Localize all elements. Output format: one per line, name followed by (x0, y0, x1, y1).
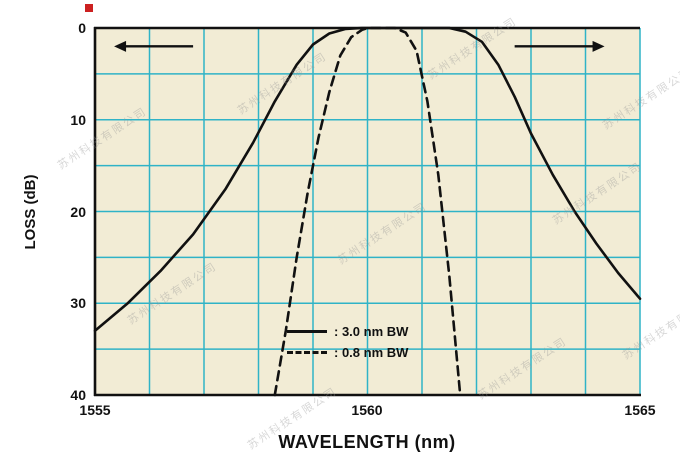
legend-item-dashed: : 0.8 nm BW (287, 342, 408, 363)
arrow-head-right (592, 40, 605, 52)
dashed-line-sample (287, 351, 327, 354)
y-tick-30: 30 (70, 295, 86, 311)
x-axis-title: WAVELENGTH (nm) (278, 432, 456, 452)
y-tick-10: 10 (70, 112, 86, 128)
legend-label-solid: : 3.0 nm BW (334, 324, 409, 339)
x-tick-1555: 1555 (79, 402, 111, 418)
x-tick-1560: 1560 (351, 402, 383, 418)
legend-item-solid: : 3.0 nm BW (287, 321, 408, 342)
y-axis-title: LOSS (dB) (22, 174, 39, 250)
y-tick-40: 40 (70, 387, 86, 403)
y-tick-20: 20 (70, 204, 86, 220)
legend-label-dashed: : 0.8 nm BW (334, 345, 409, 360)
y-tick-0: 0 (78, 20, 86, 36)
series-solid (93, 26, 642, 333)
x-tick-1565: 1565 (624, 402, 656, 418)
series-dashed (273, 26, 462, 397)
red-marker (85, 4, 93, 12)
solid-line-sample (287, 330, 327, 333)
legend: : 3.0 nm BW : 0.8 nm BW (287, 321, 408, 363)
arrow-head-left (114, 40, 127, 52)
